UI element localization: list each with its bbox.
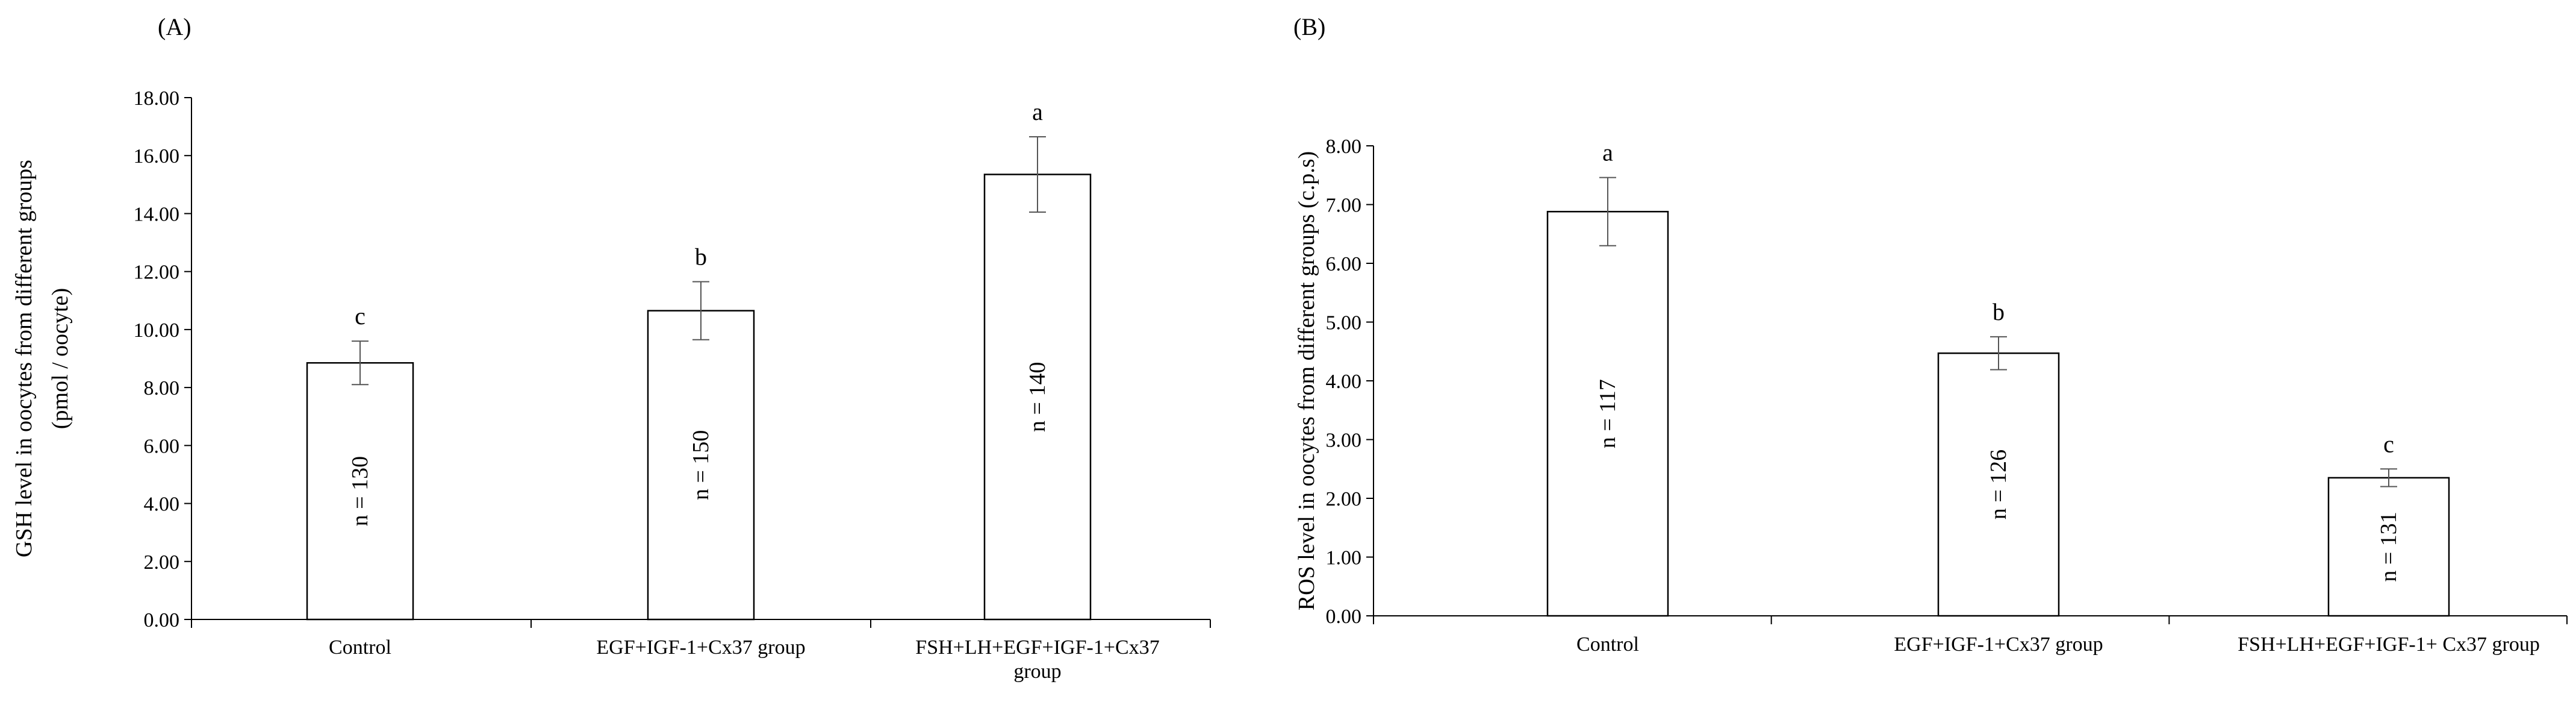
y-tick-label: 2.00 (144, 551, 180, 574)
significance-letter: c (2383, 430, 2394, 457)
chart-panel-a: (A) 0.00 2.00 4.00 6.00 8.00 10.00 12.00 14.00 16… (11, 13, 1211, 683)
sample-size-label: n = 126 (1986, 450, 2011, 519)
x-category-label: EGF+IGF-1+Cx37 group (596, 636, 805, 659)
y-tick-label: 16.00 (134, 145, 180, 168)
significance-letter: a (1602, 139, 1613, 166)
y-axis-title: GSH level in oocytes from different grou… (11, 160, 37, 557)
y-axis-title: ROS level in oocytes from different grou… (1294, 151, 1319, 610)
y-tick-label: 8.00 (1326, 136, 1362, 158)
panel-label: (A) (158, 13, 191, 40)
significance-letter: a (1032, 98, 1043, 125)
y-tick-label: 12.00 (134, 262, 180, 284)
y-tick-label: 10.00 (134, 319, 180, 342)
bar (647, 310, 755, 621)
x-category-label: group (1013, 660, 1061, 683)
significance-letter: b (1993, 298, 2005, 325)
sample-size-label: n = 130 (347, 456, 373, 526)
y-tick-label: 1.00 (1326, 547, 1362, 569)
y-tick-label: 0.00 (144, 609, 180, 631)
bar (2327, 477, 2450, 617)
x-category-label: Control (329, 636, 391, 659)
y-tick-label: 6.00 (1326, 253, 1362, 275)
significance-letter: b (695, 243, 707, 271)
y-tick-label: 14.00 (134, 203, 180, 225)
y-tick-label: 7.00 (1326, 195, 1362, 217)
y-tick-label: 4.00 (1326, 371, 1362, 393)
bar (1937, 352, 2060, 617)
y-tick-label: 18.00 (134, 87, 180, 110)
y-tick-label: 5.00 (1326, 312, 1362, 334)
sample-size-label: n = 150 (688, 430, 714, 500)
y-tick-label: 0.00 (1326, 606, 1362, 628)
bar (306, 362, 414, 621)
bar (983, 174, 1092, 621)
significance-letter: c (355, 302, 366, 330)
sample-size-label: n = 140 (1025, 362, 1050, 432)
y-tick-label: 4.00 (144, 494, 180, 516)
x-category-label: FSH+LH+EGF+IGF-1+ Cx37 group (2238, 633, 2540, 656)
panel-label: (B) (1293, 13, 1325, 40)
y-tick-label: 3.00 (1326, 430, 1362, 452)
x-category-label: EGF+IGF-1+Cx37 group (1894, 633, 2103, 656)
sample-size-label: n = 117 (1595, 379, 1620, 448)
y-tick-label: 2.00 (1326, 488, 1362, 510)
chart-panel-b: (B) 0.00 1.00 2.00 3.00 4.00 5.00 6.00 7.00 8.00 R… (1293, 13, 2568, 656)
x-category-label: FSH+LH+EGF+IGF-1+Cx37 (915, 636, 1159, 659)
bar (1546, 210, 1669, 617)
x-category-label: Control (1576, 633, 1639, 656)
sample-size-label: n = 131 (2376, 512, 2401, 581)
y-axis-title-unit: (pmol / oocyte) (48, 288, 73, 429)
y-tick-label: 8.00 (144, 377, 180, 400)
y-tick-label: 6.00 (144, 435, 180, 457)
